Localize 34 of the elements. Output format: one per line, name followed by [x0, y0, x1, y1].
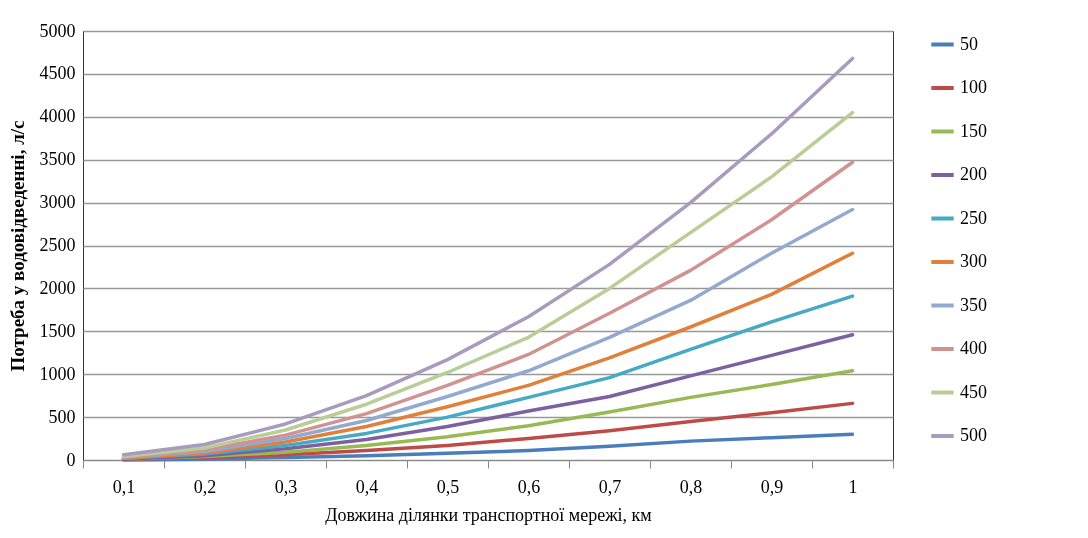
- legend-label: 450: [960, 381, 987, 402]
- y-tick-label: 1500: [39, 320, 76, 341]
- x-tick-label: 0,8: [679, 476, 703, 497]
- y-tick-label: 2000: [39, 277, 76, 298]
- x-tick-label: 0,3: [274, 476, 298, 497]
- x-tick-label: 0,4: [355, 476, 379, 497]
- legend-label: 400: [960, 338, 987, 358]
- x-tick-label: 0,9: [760, 476, 784, 497]
- line-series: [121, 251, 855, 461]
- y-tick-label: 500: [48, 406, 76, 427]
- x-tick-label: 0,7: [598, 476, 622, 497]
- legend-label: 250: [960, 207, 987, 228]
- y-tick-label: 5000: [39, 20, 76, 41]
- y-tick-label: 4500: [39, 63, 76, 84]
- y-tick-label: 0: [66, 449, 76, 470]
- y-tick-label: 2500: [39, 235, 76, 255]
- legend-label: 100: [960, 77, 987, 97]
- x-tick-label: 0,6: [517, 476, 541, 497]
- legend-label: 150: [960, 120, 987, 141]
- x-tick-label: 0,1: [112, 476, 136, 497]
- x-axis-title: Довжина ділянки транспортної мережі, км: [325, 504, 652, 525]
- y-tick-label: 1000: [39, 363, 76, 384]
- x-tick-label: 1: [848, 476, 858, 497]
- legend-label: 50: [960, 33, 978, 54]
- y-tick-label: 4000: [39, 106, 76, 127]
- y-tick-label: 3500: [39, 149, 76, 170]
- legend-label: 200: [960, 164, 987, 184]
- y-axis-title: Потреба у водовідведенні, л/с: [6, 120, 28, 372]
- x-tick-label: 0,2: [193, 476, 217, 497]
- y-tick-label: 3000: [39, 192, 76, 213]
- legend-label: 350: [960, 294, 987, 315]
- x-tick-label: 0,5: [436, 476, 460, 497]
- legend-label: 300: [960, 251, 987, 271]
- legend-label: 500: [960, 425, 987, 445]
